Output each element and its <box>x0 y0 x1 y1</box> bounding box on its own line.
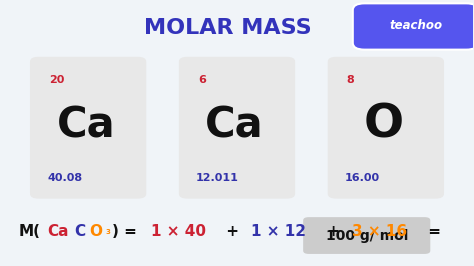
FancyBboxPatch shape <box>303 217 430 254</box>
Text: 8: 8 <box>346 75 355 85</box>
FancyBboxPatch shape <box>353 3 474 50</box>
FancyBboxPatch shape <box>179 57 295 199</box>
Text: ₃: ₃ <box>106 226 110 236</box>
Text: 12.011: 12.011 <box>196 173 239 183</box>
Text: ) =: ) = <box>112 224 142 239</box>
Text: 100 g/ mol: 100 g/ mol <box>326 228 408 243</box>
Text: 6: 6 <box>198 75 206 85</box>
Text: 1 × 40: 1 × 40 <box>151 224 206 239</box>
Text: teachoo: teachoo <box>389 19 442 32</box>
FancyBboxPatch shape <box>30 57 146 199</box>
Text: 40.08: 40.08 <box>47 173 82 183</box>
Text: 1 × 12: 1 × 12 <box>251 224 306 239</box>
Text: Ca: Ca <box>205 104 264 146</box>
Text: O: O <box>89 224 102 239</box>
Text: 3 × 16: 3 × 16 <box>352 224 407 239</box>
Text: Ca: Ca <box>47 224 68 239</box>
Text: =: = <box>423 224 446 239</box>
Text: C: C <box>74 224 86 239</box>
Text: +: + <box>221 224 245 239</box>
Text: +: + <box>322 224 346 239</box>
Text: O: O <box>364 103 403 148</box>
Text: MOLAR MASS: MOLAR MASS <box>144 18 311 39</box>
Text: Ca: Ca <box>56 104 115 146</box>
Text: 20: 20 <box>49 75 64 85</box>
Text: M(: M( <box>18 224 41 239</box>
Text: 16.00: 16.00 <box>345 173 380 183</box>
FancyBboxPatch shape <box>328 57 444 199</box>
